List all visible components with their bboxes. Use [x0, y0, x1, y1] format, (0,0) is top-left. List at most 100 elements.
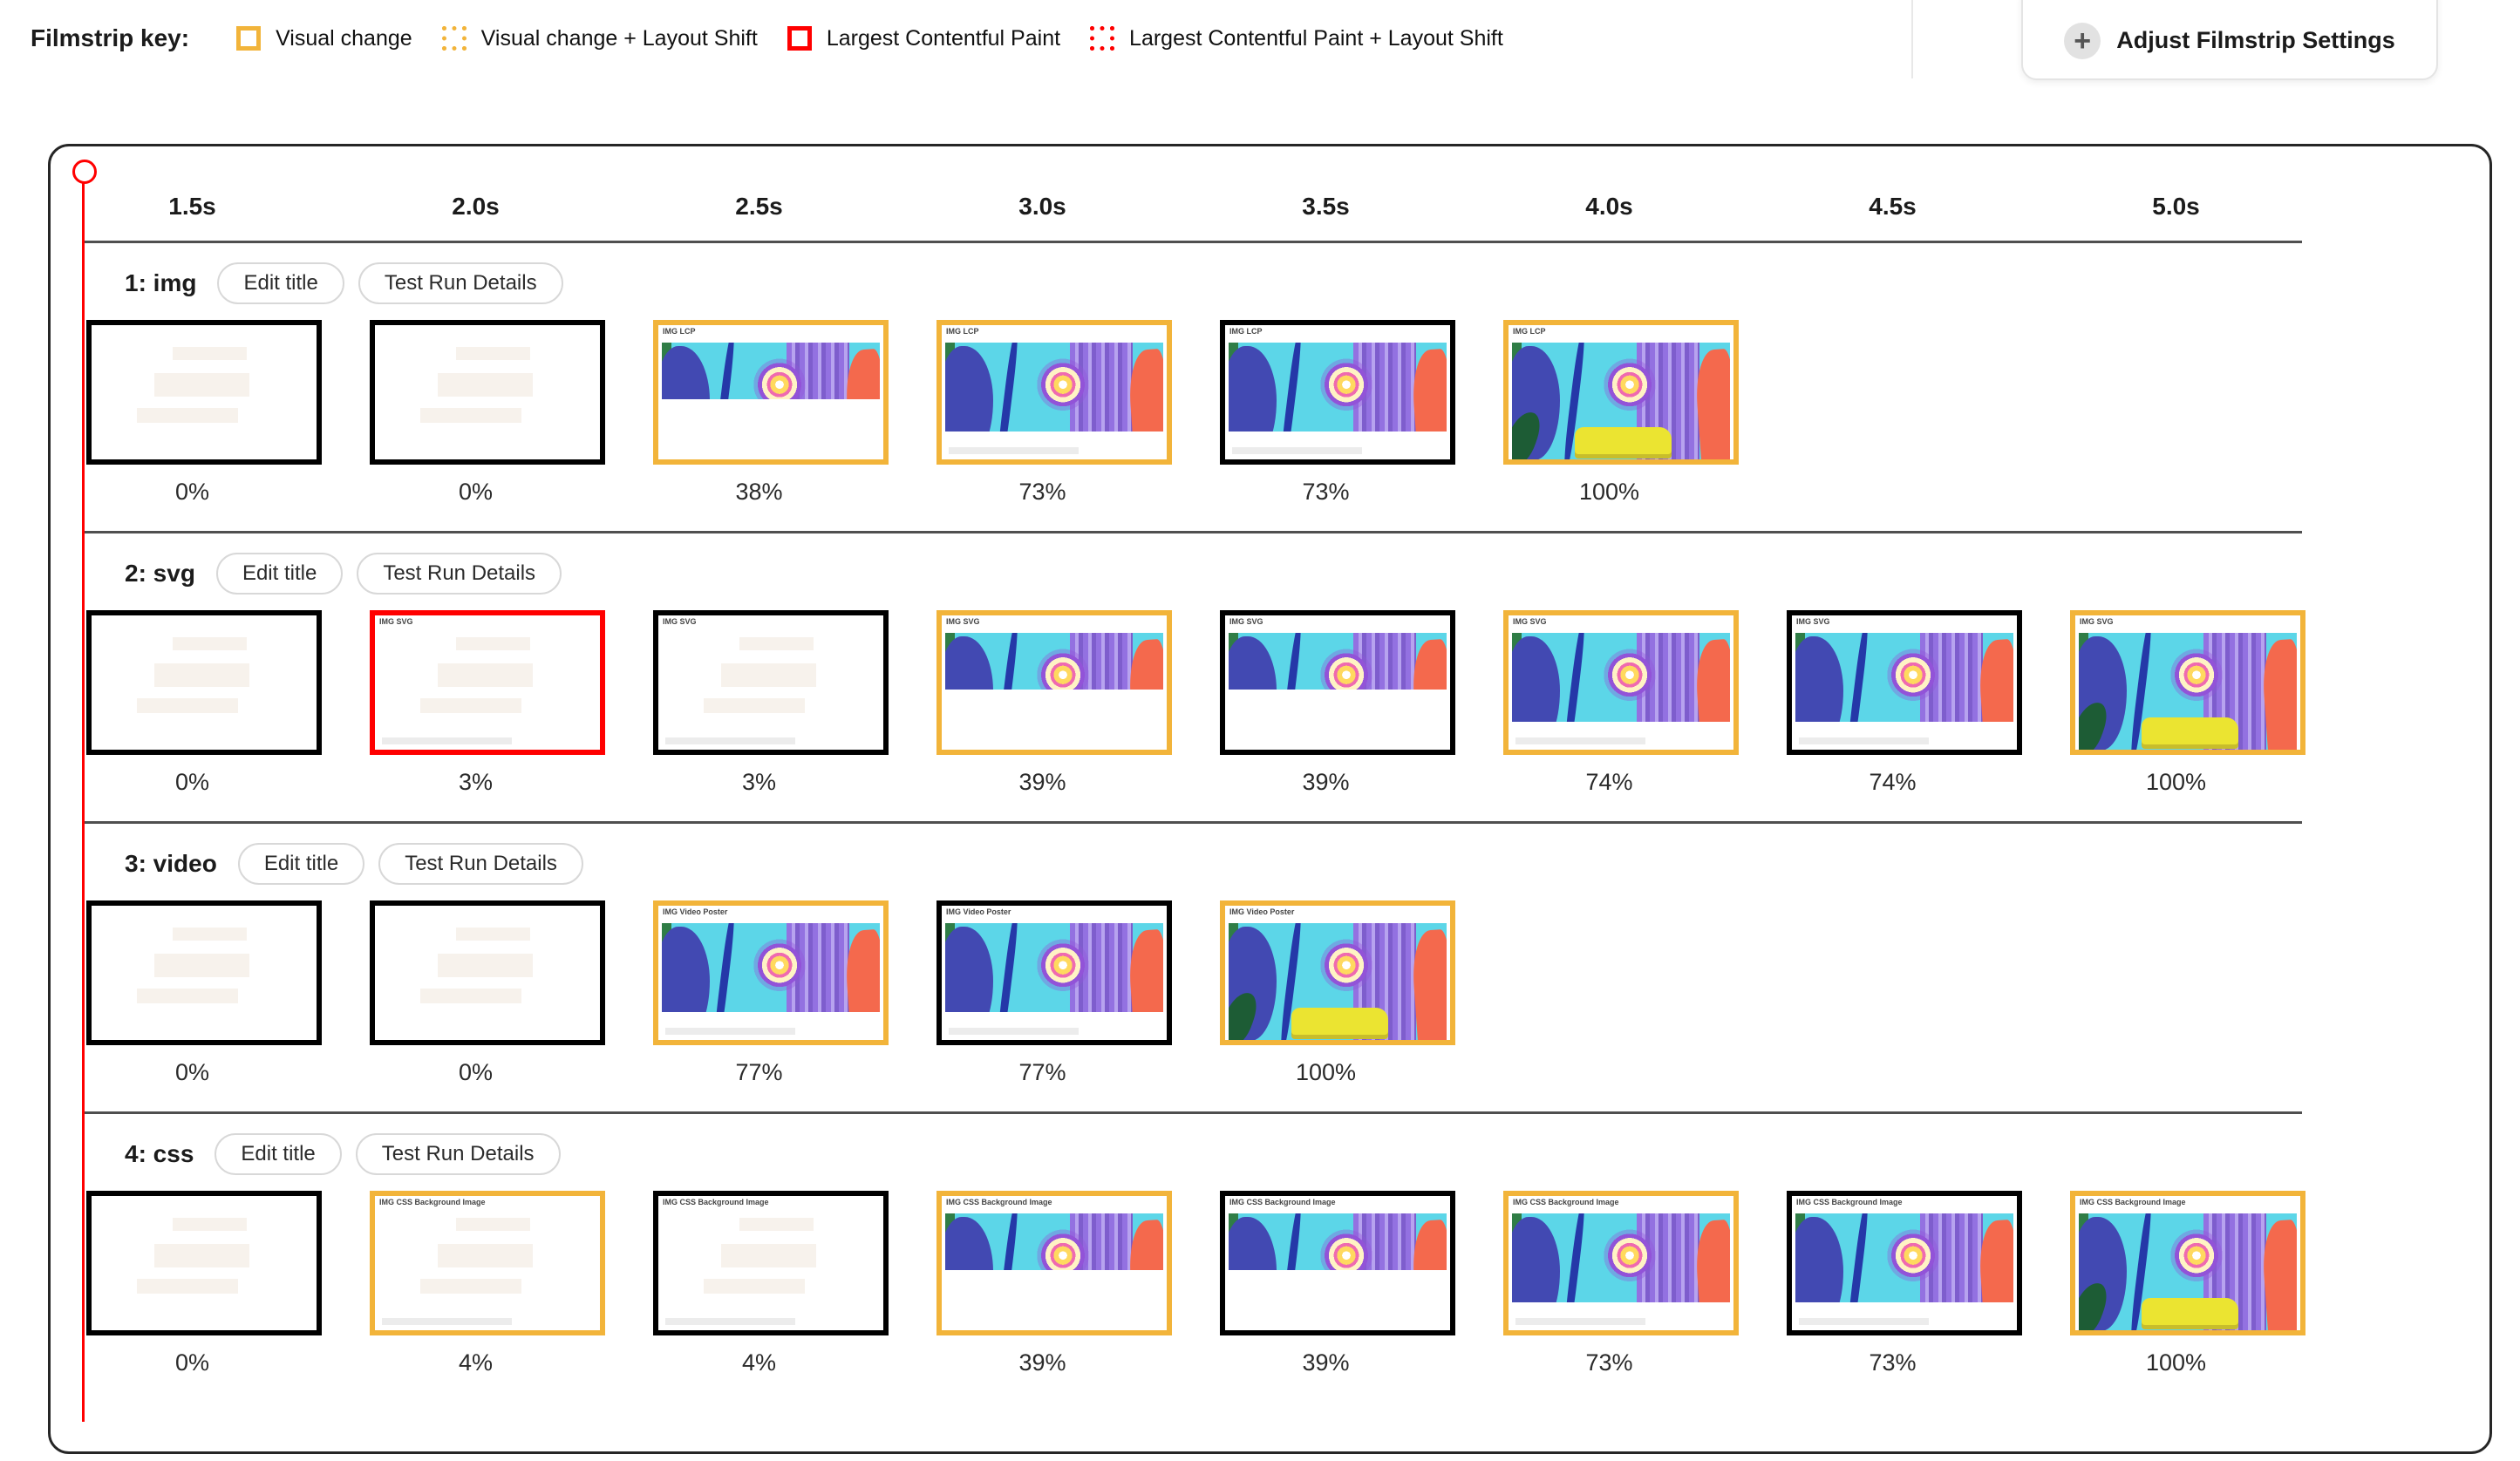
visual-progress-label: 100% — [2145, 769, 2207, 795]
frame-screenshot: IMG Video Poster — [942, 906, 1167, 1040]
filmstrip-frame[interactable] — [370, 320, 605, 465]
filmstrip-key-bar: Filmstrip key: Visual change Visual chang… — [31, 0, 1503, 77]
frame-page-label: IMG CSS Background Image — [1513, 1198, 1619, 1206]
filmstrip-frame[interactable] — [86, 610, 322, 755]
frame-screenshot: IMG SVG — [1509, 615, 1733, 750]
frame-page-label: IMG LCP — [946, 327, 979, 336]
filmstrip-frame[interactable] — [86, 1191, 322, 1335]
time-header: 1.5s 2.0s 2.5s 3.0s 3.5s 4.0s 4.5s 5.0s — [51, 146, 2489, 241]
filmstrip-frame[interactable]: IMG SVG — [653, 610, 889, 755]
row-header: 2: svg Edit title Test Run Details — [125, 551, 2489, 596]
frame-page-label: IMG CSS Background Image — [379, 1198, 486, 1206]
test-run-details-button[interactable]: Test Run Details — [378, 843, 583, 885]
edit-title-button[interactable]: Edit title — [237, 843, 365, 885]
row-header: 1: img Edit title Test Run Details — [125, 261, 2489, 306]
time-label: 2.5s — [735, 193, 783, 220]
frame-screenshot: IMG Video Poster — [1225, 906, 1450, 1040]
frame-page-label: IMG SVG — [1229, 617, 1263, 626]
frame-screenshot: IMG SVG — [658, 615, 883, 750]
filmstrip-frame[interactable]: IMG SVG — [936, 610, 1172, 755]
frame-screenshot — [92, 615, 317, 750]
filmstrip-frame[interactable]: IMG Video Poster — [1220, 900, 1455, 1045]
progress-grid: 0% 0% 77% 77% 100% — [51, 1059, 2489, 1094]
filmstrip-frame[interactable]: IMG SVG — [2070, 610, 2305, 755]
frame-screenshot — [92, 906, 317, 1040]
time-label: 1.5s — [168, 193, 216, 220]
page-artwork — [1511, 633, 1731, 722]
page-artwork — [1511, 1213, 1731, 1302]
filmstrip-row: 2: svg Edit title Test Run Details IMG SVG I… — [51, 551, 2489, 824]
time-cursor-handle[interactable] — [72, 160, 97, 184]
filmstrip-frame[interactable]: IMG LCP — [936, 320, 1172, 465]
test-run-details-button[interactable]: Test Run Details — [357, 553, 562, 595]
progress-grid: 0% 0% 38% 73% 73% 100% — [51, 479, 2489, 513]
frame-page-label: IMG LCP — [1229, 327, 1263, 336]
frame-screenshot: IMG SVG — [942, 615, 1167, 750]
legend-item-label: Visual change — [276, 25, 412, 51]
filmstrip-frame[interactable]: IMG SVG — [1503, 610, 1739, 755]
filmstrip-frame[interactable]: IMG CSS Background Image — [1503, 1191, 1739, 1335]
test-run-details-button[interactable]: Test Run Details — [355, 1133, 561, 1175]
lcp-solid-swatch-icon — [787, 26, 812, 51]
settings-button-label: Adjust Filmstrip Settings — [2116, 27, 2395, 53]
page-artwork — [2078, 633, 2298, 750]
row-title: 4: css — [125, 1140, 194, 1167]
filmstrip-frame[interactable]: IMG Video Poster — [653, 900, 889, 1045]
filmstrip-panel: 1.5s 2.0s 2.5s 3.0s 3.5s 4.0s 4.5s 5.0s 1: img E… — [48, 144, 2492, 1454]
frame-screenshot: IMG CSS Background Image — [375, 1196, 600, 1330]
visual-progress-label: 74% — [1585, 769, 1633, 795]
header-divider — [83, 241, 2302, 243]
frame-page-label: IMG SVG — [946, 617, 980, 626]
adjust-filmstrip-settings-button[interactable]: + Adjust Filmstrip Settings — [2021, 0, 2438, 80]
filmstrip-row: 4: css Edit title Test Run Details IMG CSS … — [51, 1131, 2489, 1384]
filmstrip-frame[interactable]: IMG LCP — [1503, 320, 1739, 465]
visual-progress-label: 73% — [1302, 479, 1350, 505]
filmstrip-frame[interactable]: IMG CSS Background Image — [1220, 1191, 1455, 1335]
frame-page-label: IMG Video Poster — [1229, 907, 1295, 916]
legend-item: Largest Contentful Paint — [787, 26, 1060, 51]
frame-screenshot: IMG SVG — [2075, 615, 2300, 750]
filmstrip-frame[interactable]: IMG LCP — [653, 320, 889, 465]
filmstrip-frame[interactable]: IMG Video Poster — [936, 900, 1172, 1045]
filmstrip-frame[interactable]: IMG SVG — [1787, 610, 2022, 755]
page-artwork — [944, 923, 1164, 1012]
topbar-divider — [1911, 0, 1913, 78]
filmstrip-frame[interactable]: IMG CSS Background Image — [370, 1191, 605, 1335]
thumbnail-grid: IMG LCP IMG LCP IMG LCP IMG LCP — [51, 320, 2489, 465]
visual-progress-label: 100% — [1578, 479, 1640, 505]
visual-change-solid-swatch-icon — [236, 26, 262, 51]
edit-title-button[interactable]: Edit title — [215, 1133, 342, 1175]
thumbnail-grid: IMG Video Poster IMG Video Poster IMG Vide… — [51, 900, 2489, 1045]
visual-progress-label: 77% — [1018, 1059, 1066, 1085]
test-run-details-button[interactable]: Test Run Details — [358, 262, 563, 304]
frame-screenshot: IMG SVG — [1225, 615, 1450, 750]
row-header: 3: video Edit title Test Run Details — [125, 841, 2489, 887]
filmstrip-key-title: Filmstrip key: — [31, 24, 190, 51]
filmstrip-frame[interactable]: IMG SVG — [1220, 610, 1455, 755]
visual-progress-label: 39% — [1018, 1349, 1066, 1376]
frame-screenshot: IMG CSS Background Image — [2075, 1196, 2300, 1330]
visual-progress-label: 100% — [1295, 1059, 1357, 1085]
visual-progress-label: 100% — [2145, 1349, 2207, 1376]
filmstrip-frame[interactable]: IMG LCP — [1220, 320, 1455, 465]
time-label: 4.0s — [1585, 193, 1633, 220]
filmstrip-frame[interactable]: IMG SVG — [370, 610, 605, 755]
visual-progress-label: 73% — [1869, 1349, 1917, 1376]
filmstrip-frame[interactable] — [86, 320, 322, 465]
filmstrip-frame[interactable] — [86, 900, 322, 1045]
visual-progress-label: 39% — [1018, 769, 1066, 795]
frame-screenshot: IMG Video Poster — [658, 906, 883, 1040]
filmstrip-frame[interactable]: IMG CSS Background Image — [2070, 1191, 2305, 1335]
filmstrip-frame[interactable] — [370, 900, 605, 1045]
edit-title-button[interactable]: Edit title — [217, 262, 344, 304]
visual-progress-label: 39% — [1302, 769, 1350, 795]
visual-progress-label: 0% — [458, 1059, 494, 1085]
filmstrip-frame[interactable]: IMG CSS Background Image — [936, 1191, 1172, 1335]
filmstrip-frame[interactable]: IMG CSS Background Image — [1787, 1191, 2022, 1335]
visual-progress-label: 0% — [174, 769, 210, 795]
filmstrip-frame[interactable]: IMG CSS Background Image — [653, 1191, 889, 1335]
lcp-dotted-swatch-icon — [1090, 26, 1115, 51]
edit-title-button[interactable]: Edit title — [215, 553, 344, 595]
frame-page-label: IMG SVG — [1796, 617, 1830, 626]
visual-progress-label: 38% — [735, 479, 783, 505]
